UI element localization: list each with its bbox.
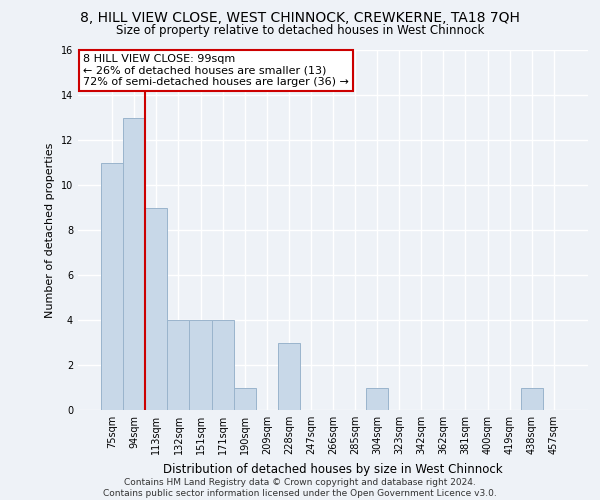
Y-axis label: Number of detached properties: Number of detached properties [45, 142, 55, 318]
X-axis label: Distribution of detached houses by size in West Chinnock: Distribution of detached houses by size … [163, 462, 503, 475]
Bar [278, 342, 300, 410]
Bar [366, 388, 388, 410]
Text: 8 HILL VIEW CLOSE: 99sqm
← 26% of detached houses are smaller (13)
72% of semi-d: 8 HILL VIEW CLOSE: 99sqm ← 26% of detach… [83, 54, 349, 87]
Text: Contains HM Land Registry data © Crown copyright and database right 2024.
Contai: Contains HM Land Registry data © Crown c… [103, 478, 497, 498]
Bar [190, 320, 212, 410]
Bar [123, 118, 145, 410]
Bar [101, 162, 123, 410]
Bar [212, 320, 233, 410]
Text: 8, HILL VIEW CLOSE, WEST CHINNOCK, CREWKERNE, TA18 7QH: 8, HILL VIEW CLOSE, WEST CHINNOCK, CREWK… [80, 12, 520, 26]
Bar [521, 388, 543, 410]
Bar [167, 320, 190, 410]
Bar [233, 388, 256, 410]
Text: Size of property relative to detached houses in West Chinnock: Size of property relative to detached ho… [116, 24, 484, 37]
Bar [145, 208, 167, 410]
